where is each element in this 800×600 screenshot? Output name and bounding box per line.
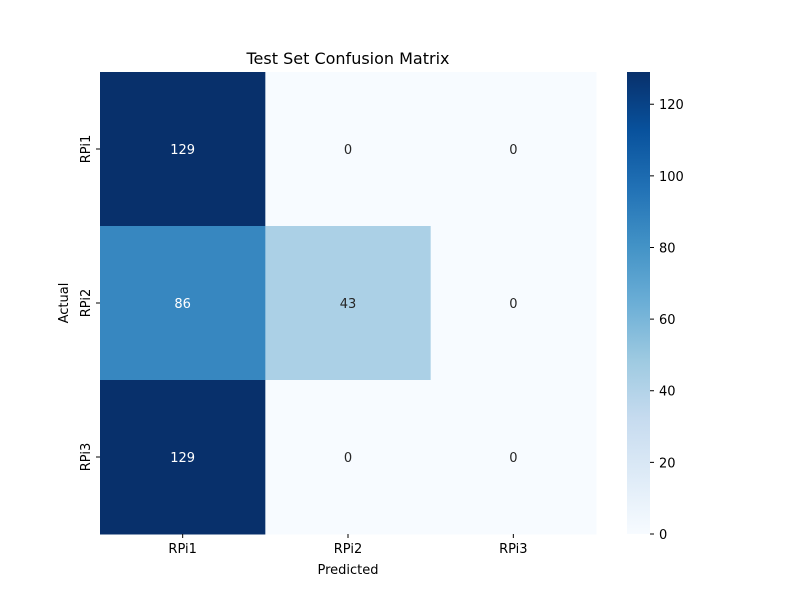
x-axis-ticks: RPi1 RPi2 RPi3: [168, 534, 528, 557]
cell-value-label: 129: [170, 143, 195, 158]
chart-title: Test Set Confusion Matrix: [246, 49, 450, 68]
x-tick-label: RPi1: [168, 542, 196, 557]
heatmap-cell-labels: 129 0 0 86 43 0 129 0 0: [170, 143, 517, 466]
cell-value-label: 0: [509, 297, 517, 312]
colorbar-tick-label: 20: [659, 456, 676, 471]
heatmap-cell: [100, 226, 266, 381]
y-axis-ticks: RPi1 RPi2 RPi3: [79, 135, 100, 471]
y-tick-label: RPi1: [79, 135, 94, 163]
cell-value-label: 0: [344, 143, 352, 158]
x-tick-label: RPi3: [499, 542, 527, 557]
heatmap-cell: [265, 226, 432, 381]
cell-value-label: 43: [340, 297, 357, 312]
heatmap-cell: [430, 380, 597, 535]
cell-value-label: 86: [174, 297, 191, 312]
heatmap-cell: [265, 72, 432, 227]
colorbar-ticks: 0 20 40 60 80 100 120: [650, 98, 684, 543]
x-axis-label: Predicted: [317, 563, 378, 578]
heatmap-cell: [100, 72, 266, 227]
heatmap-cell: [265, 380, 432, 535]
colorbar-tick-label: 60: [659, 313, 676, 328]
x-tick-label: RPi2: [334, 542, 362, 557]
heatmap-cell: [100, 380, 266, 535]
colorbar-tick-label: 100: [659, 170, 684, 185]
colorbar: [627, 72, 650, 534]
cell-value-label: 0: [509, 143, 517, 158]
y-tick-label: RPi2: [79, 289, 94, 317]
cell-value-label: 0: [509, 451, 517, 466]
colorbar-tick-label: 40: [659, 385, 676, 400]
y-tick-label: RPi3: [79, 443, 94, 471]
y-axis-label: Actual: [57, 283, 72, 324]
heatmap-cell: [430, 72, 597, 227]
colorbar-tick-label: 80: [659, 241, 676, 256]
cell-value-label: 129: [170, 451, 195, 466]
heatmap-cell: [430, 226, 597, 381]
heatmap-cells: [100, 72, 597, 535]
colorbar-tick-label: 120: [659, 98, 684, 113]
colorbar-tick-label: 0: [659, 528, 667, 543]
cell-value-label: 0: [344, 451, 352, 466]
